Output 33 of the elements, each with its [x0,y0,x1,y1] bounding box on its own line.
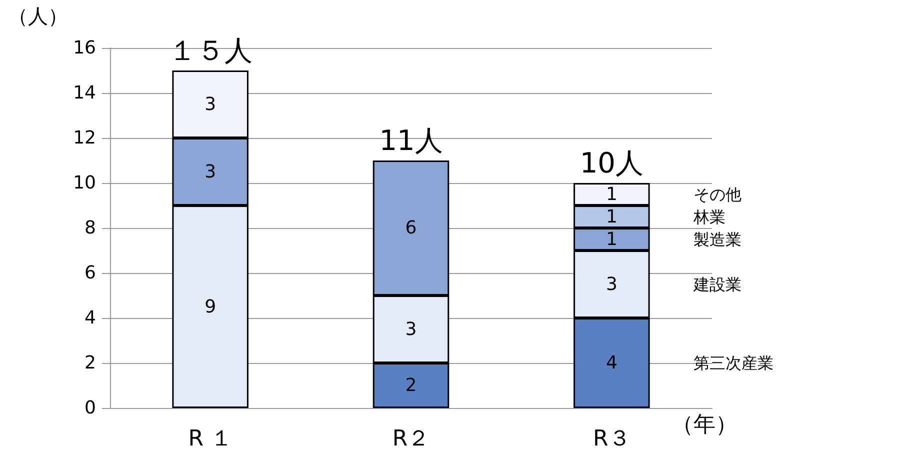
x-tick-label: R３ [593,426,630,452]
y-tick-label: 16 [73,38,96,58]
data-label: 9 [204,296,216,318]
data-label: 3 [405,318,417,340]
data-label: 3 [204,161,216,182]
x-tick-label: R２ [392,426,430,452]
data-label: 1 [606,206,618,228]
total-label: 11人 [379,124,443,157]
data-label: 2 [405,375,417,396]
text: 第三次産業 [694,354,774,372]
y-tick-label: 4 [84,308,96,328]
y-tick-label: 14 [73,82,96,104]
data-label: 1 [606,228,618,250]
y-tick-label: 2 [84,352,96,374]
y-tick-label: 6 [84,262,96,284]
x-axis-title: （年） [672,412,738,438]
data-label: 3 [204,94,216,115]
y-axis-title: （人） [8,4,68,28]
y-tick-label: 0 [84,398,96,418]
text: 製造業 [694,230,742,249]
text: 建設業 [692,274,742,294]
data-label: 4 [606,352,618,374]
y-tick-label: 12 [73,128,96,148]
y-tick-label: 10 [73,172,96,194]
text: その他 [694,184,742,204]
y-tick-label: 8 [84,218,96,238]
data-label: 1 [606,184,618,205]
data-label: 3 [606,274,618,295]
total-label: 10人 [580,146,644,180]
total-label: １５人 [168,34,252,67]
x-tick-label: R １ [188,426,232,452]
text: 林業 [692,207,726,226]
data-label: 6 [405,218,417,238]
